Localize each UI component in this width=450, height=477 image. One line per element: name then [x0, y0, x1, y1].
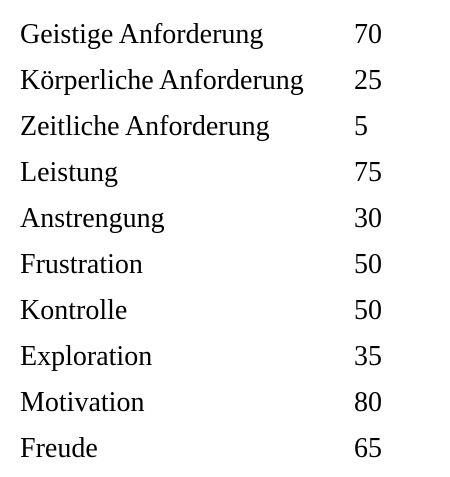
- score-row: Kontrolle 50: [20, 288, 414, 334]
- score-label: Freude: [20, 433, 98, 464]
- score-row: Frustration 50: [20, 242, 414, 288]
- score-value: 25: [354, 65, 382, 96]
- score-row: Körperliche Anforderung 25: [20, 58, 414, 104]
- score-value: 65: [354, 433, 382, 464]
- score-table: Geistige Anforderung 70 Körperliche Anfo…: [20, 12, 414, 472]
- score-row: Exploration 35: [20, 334, 414, 380]
- score-value: 75: [354, 157, 382, 188]
- score-label: Körperliche Anforderung: [20, 65, 304, 96]
- score-row: Motivation 80: [20, 380, 414, 426]
- score-label: Exploration: [20, 341, 153, 372]
- score-label: Geistige Anforderung: [20, 19, 264, 50]
- score-row: Anstrengung 30: [20, 196, 414, 242]
- score-value: 30: [354, 203, 382, 234]
- score-value: 35: [354, 341, 382, 372]
- score-label: Kontrolle: [20, 295, 128, 326]
- score-value: 80: [354, 387, 382, 418]
- score-label: Motivation: [20, 387, 145, 418]
- score-row: Leistung 75: [20, 150, 414, 196]
- score-label: Anstrengung: [20, 203, 165, 234]
- score-row: Geistige Anforderung 70: [20, 12, 414, 58]
- score-value: 5: [354, 111, 368, 142]
- score-value: 50: [354, 249, 382, 280]
- score-row: Freude 65: [20, 426, 414, 472]
- score-label: Zeitliche Anforderung: [20, 111, 270, 142]
- score-row: Zeitliche Anforderung 5: [20, 104, 414, 150]
- score-label: Leistung: [20, 157, 118, 188]
- score-value: 50: [354, 295, 382, 326]
- score-label: Frustration: [20, 249, 143, 280]
- score-value: 70: [354, 19, 382, 50]
